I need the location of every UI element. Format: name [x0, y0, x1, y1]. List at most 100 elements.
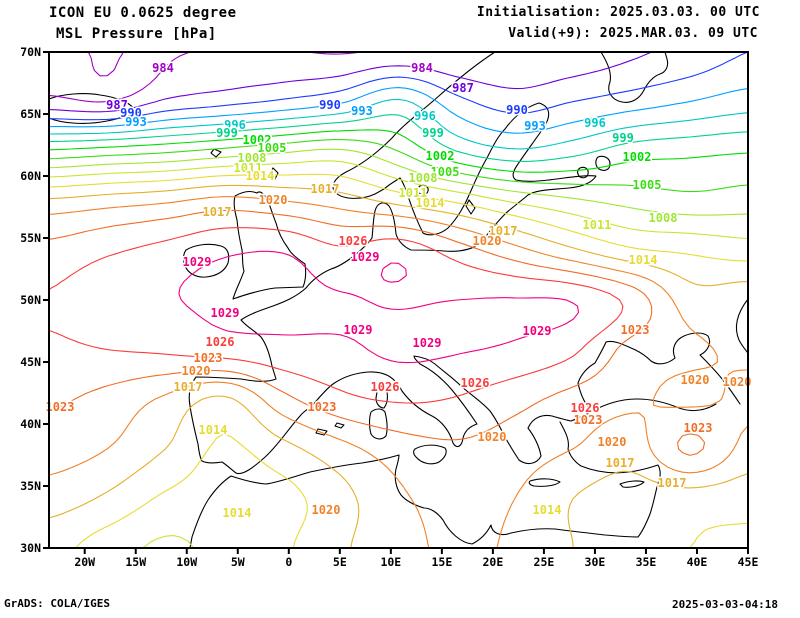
- contour-label-1029: 1029: [211, 306, 240, 320]
- contour-label-1017: 1017: [311, 182, 340, 196]
- lon-tick-label: 40E: [687, 555, 708, 569]
- contour-label-1029: 1029: [523, 324, 552, 338]
- isobar-996: [48, 98, 749, 150]
- isobar-1029: [178, 250, 580, 364]
- contour-label-1017: 1017: [606, 456, 635, 470]
- lat-tick-label: 70N: [20, 45, 41, 59]
- contour-label-1026: 1026: [461, 376, 490, 390]
- isobar-1008: [48, 148, 749, 216]
- coast-cyprus: [619, 480, 645, 488]
- isobar-1020: [48, 196, 749, 549]
- contour-label-1017: 1017: [489, 224, 518, 238]
- lon-tick-label: 0: [285, 555, 292, 569]
- contour-label-1026: 1026: [339, 234, 368, 248]
- lon-tick-label: 30E: [585, 555, 606, 569]
- contour-label-1023: 1023: [194, 351, 223, 365]
- lat-tick-label: 40N: [20, 417, 41, 431]
- lon-tick-label: 20W: [74, 555, 95, 569]
- contour-label-1023: 1023: [46, 400, 75, 414]
- contour-label-1011: 1011: [234, 161, 263, 175]
- axis-ticks: 20W 15W 10W 5W 0 5E 10E 15E 20E 25E 30E 35E 40E 45E 70…: [20, 45, 758, 569]
- contour-label-1020: 1020: [598, 435, 627, 449]
- contour-label-1020: 1020: [259, 193, 288, 207]
- contour-label-1002: 1002: [623, 150, 652, 164]
- contour-label-1008: 1008: [238, 151, 267, 165]
- isobar-993: [48, 87, 749, 134]
- lat-tick-label: 35N: [20, 479, 41, 493]
- isobar-984: [48, 51, 477, 103]
- model-title: ICON EU 0.0625 degree: [49, 5, 237, 21]
- contour-label-1029: 1029: [351, 250, 380, 264]
- contour-label-1014: 1014: [533, 503, 562, 517]
- contour-label-1008: 1008: [649, 211, 678, 225]
- contour-label-1020: 1020: [723, 375, 752, 389]
- coast-shetland: [269, 167, 279, 180]
- contour-label-1014: 1014: [246, 169, 275, 183]
- contour-label-1017: 1017: [658, 476, 687, 490]
- lon-tick-label: 15E: [431, 555, 452, 569]
- contour-label-1014: 1014: [223, 506, 252, 520]
- contour-label-984: 984: [411, 61, 433, 75]
- contour-label-1017: 1017: [174, 380, 203, 394]
- coast-sicily: [413, 444, 447, 465]
- contour-label-993: 993: [524, 119, 546, 133]
- contour-label-1023: 1023: [574, 413, 603, 427]
- contour-label-1014: 1014: [416, 196, 445, 210]
- contour-label-996: 996: [414, 109, 436, 123]
- contour-label-1011: 1011: [583, 218, 612, 232]
- contour-label-1026: 1026: [206, 335, 235, 349]
- lon-tick-label: 20E: [482, 555, 503, 569]
- coast-britain: [232, 191, 307, 300]
- contour-label-987: 987: [452, 81, 474, 95]
- lat-tick-label: 30N: [20, 541, 41, 555]
- contour-label-993: 993: [351, 104, 373, 118]
- contour-label-1011: 1011: [399, 186, 428, 200]
- contour-label-1023: 1023: [308, 400, 337, 414]
- coast-anatolia-levant-africa: [189, 421, 661, 549]
- contour-label-1026: 1026: [571, 401, 600, 415]
- contour-label-1002: 1002: [426, 149, 455, 163]
- lon-tick-label: 25E: [534, 555, 555, 569]
- map-frame: [48, 51, 749, 549]
- contour-label-1023: 1023: [684, 421, 713, 435]
- isobar-1002: [48, 129, 749, 173]
- coastlines: [48, 51, 749, 549]
- coast-caspian: [735, 298, 749, 355]
- contour-label-1005: 1005: [431, 165, 460, 179]
- contour-label-1002: 1002: [243, 133, 272, 147]
- isobar-981: [87, 51, 124, 77]
- isobar-1011: [48, 160, 749, 549]
- contour-label-990: 990: [120, 106, 142, 120]
- coast-kola-white-sea: [600, 51, 669, 103]
- coast-faroe: [210, 148, 222, 158]
- lat-tick-label: 60N: [20, 169, 41, 183]
- lon-tick-label: 5E: [333, 555, 347, 569]
- coast-bulgaria: [577, 382, 590, 409]
- coast-crete: [528, 478, 561, 487]
- lon-tick-label: 10W: [176, 555, 197, 569]
- contour-label-1014: 1014: [629, 253, 658, 267]
- contour-label-1020: 1020: [312, 503, 341, 517]
- init-time: Initialisation: 2025.03.03. 00 UTC: [476, 5, 760, 20]
- contour-label-990: 990: [506, 103, 528, 117]
- isobar-1017: [48, 184, 749, 549]
- lon-tick-label: 35E: [636, 555, 657, 569]
- contour-label-987: 987: [106, 98, 128, 112]
- contour-label-1020: 1020: [473, 234, 502, 248]
- lat-tick-label: 50N: [20, 293, 41, 307]
- isobars: [48, 51, 749, 549]
- coast-balearics: [315, 422, 345, 436]
- contour-label-996: 996: [584, 116, 606, 130]
- lon-tick-label: 10E: [380, 555, 401, 569]
- lon-tick-label: 45E: [738, 555, 759, 569]
- contour-label-993: 993: [125, 115, 147, 129]
- isobar-999: [48, 114, 749, 162]
- contour-label-1023: 1023: [621, 323, 650, 337]
- isobar-1023: [48, 209, 706, 456]
- field-title: MSL Pressure [hPa]: [56, 26, 217, 42]
- contour-label-1005: 1005: [258, 141, 287, 155]
- contour-label-990: 990: [319, 98, 341, 112]
- render-timestamp: 2025-03-03-04:18: [672, 598, 778, 611]
